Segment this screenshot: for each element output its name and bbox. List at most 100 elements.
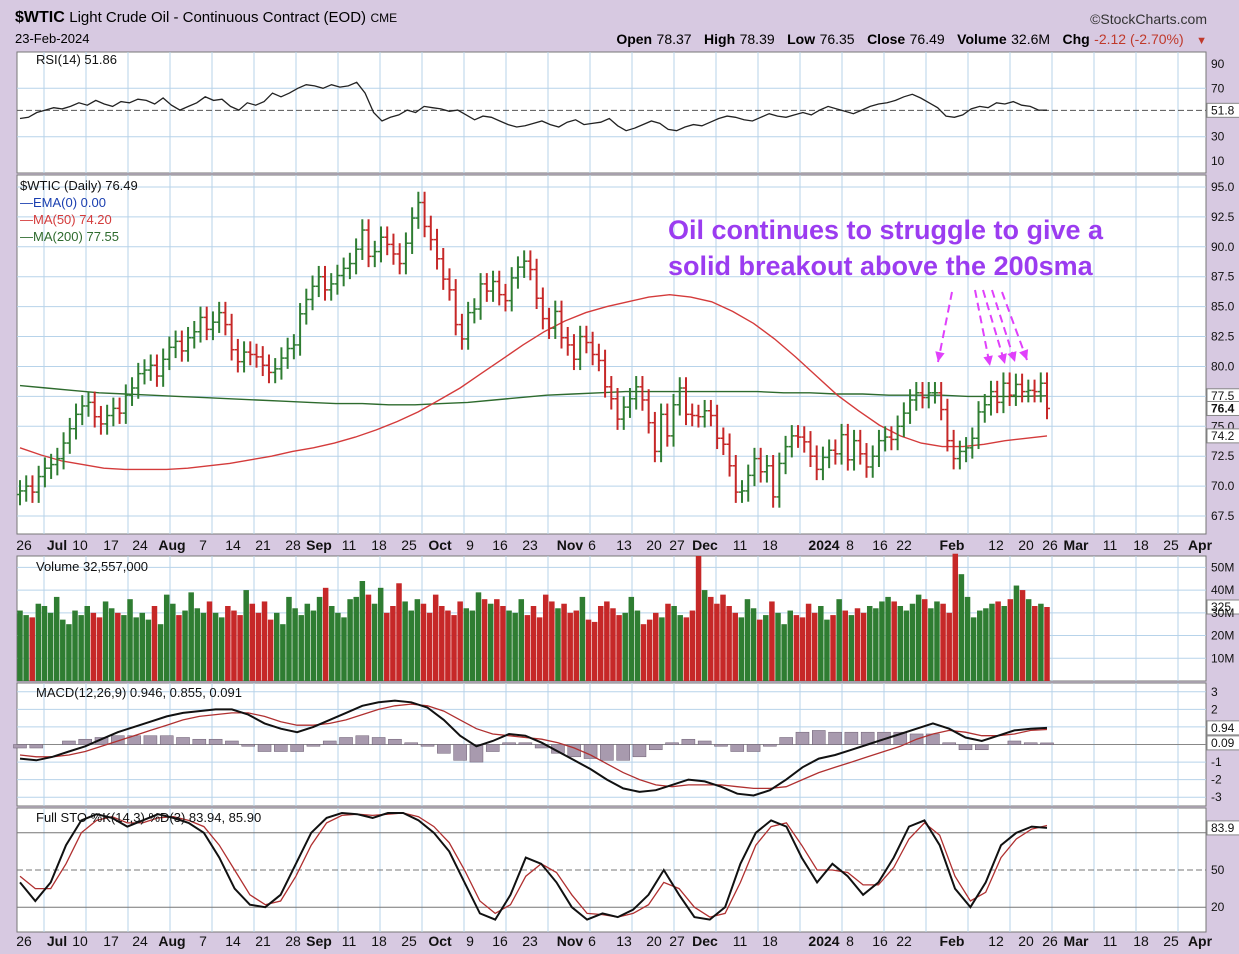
- volume-bar: [549, 601, 555, 681]
- volume-bar: [66, 624, 72, 681]
- volume-bar: [946, 612, 952, 681]
- volume-bar: [567, 612, 573, 681]
- volume-bar: [108, 608, 115, 681]
- volume-bar: [194, 608, 201, 681]
- volume-tick: 50M: [1211, 560, 1234, 574]
- volume-bar: [879, 601, 885, 681]
- volume-bar: [292, 608, 298, 681]
- volume-bar: [977, 610, 983, 681]
- arrow-head-icon: [997, 353, 1007, 364]
- x-tick-label-bottom: 21: [255, 933, 271, 949]
- macd-histogram-bar: [812, 730, 826, 745]
- x-tick-label: 17: [103, 537, 119, 553]
- macd-histogram-bar: [29, 744, 44, 749]
- volume-bar: [17, 610, 23, 681]
- price-tick: 70.0: [1211, 479, 1235, 493]
- volume-bar: [72, 610, 78, 681]
- macd-histogram-bar: [714, 744, 728, 747]
- volume-bar: [542, 594, 549, 681]
- x-tick-label-bottom: 7: [199, 933, 207, 949]
- macd-histogram-bar: [339, 737, 353, 745]
- price-tick: 80.0: [1211, 359, 1235, 373]
- volume-bar: [481, 599, 488, 681]
- volume-bar: [628, 596, 635, 681]
- volume-bar: [41, 606, 48, 681]
- source-credit[interactable]: ©StockCharts.com: [1090, 11, 1207, 27]
- macd-histogram-bar: [975, 744, 989, 751]
- volume-bar: [396, 583, 402, 681]
- volume-bar: [163, 594, 170, 681]
- x-tick-label: 6: [588, 537, 596, 553]
- volume-bar: [671, 606, 677, 681]
- volume-bar: [750, 608, 757, 681]
- volume-bar: [78, 615, 84, 681]
- volume-bar: [243, 590, 249, 681]
- volume-bar: [983, 608, 989, 681]
- price-tick: 67.5: [1211, 509, 1235, 523]
- x-tick-label: 18: [1133, 537, 1149, 553]
- volume-label: Volume: [957, 31, 1007, 47]
- volume-bar: [934, 601, 940, 681]
- volume-bar: [989, 603, 995, 681]
- volume-bar: [60, 619, 66, 681]
- volume-bar: [157, 624, 164, 681]
- volume-bar: [494, 599, 500, 681]
- x-tick-label-bottom: Oct: [428, 933, 452, 949]
- open-value: 78.37: [656, 31, 692, 47]
- x-tick-label-bottom: Dec: [692, 933, 718, 949]
- volume-bar: [524, 615, 531, 681]
- macd-histogram-bar: [274, 744, 288, 752]
- x-tick-label: 11: [1103, 537, 1118, 553]
- volume-bar: [836, 599, 842, 681]
- x-tick-label: 27: [669, 537, 685, 553]
- volume-bar: [102, 601, 109, 681]
- macd-histogram-bar: [844, 731, 859, 745]
- x-tick-label: 21: [255, 537, 271, 553]
- volume-bar: [653, 612, 659, 681]
- macd-legend: MACD(12,26,9) 0.946, 0.855, 0.091: [36, 685, 242, 700]
- volume-bar: [659, 617, 665, 681]
- sto-k-line: [19, 811, 1048, 921]
- volume-bar: [769, 601, 775, 681]
- volume-bar: [818, 606, 824, 681]
- price-legend-item: —MA(200) 77.55: [20, 229, 119, 244]
- volume-bar: [1007, 599, 1014, 681]
- volume-bar: [555, 608, 561, 681]
- x-tick-label: 26: [16, 537, 32, 553]
- open-label: Open: [616, 31, 653, 47]
- low-label: Low: [787, 31, 816, 47]
- macd-histogram-bar: [600, 744, 614, 761]
- volume-bar: [591, 621, 598, 681]
- ma200-line: [19, 384, 1048, 406]
- price-legend-item: —EMA(0) 0.00: [20, 195, 106, 210]
- arrow-head-icon: [1019, 349, 1029, 360]
- volume-bar: [720, 594, 726, 681]
- volume-bar: [200, 612, 207, 681]
- volume-bar: [811, 612, 818, 681]
- macd-histogram-bar: [681, 738, 696, 745]
- volume-bar: [475, 592, 482, 681]
- sto-legend: Full STO %K(14,3) %D(3) 83.94, 85.90: [36, 810, 261, 825]
- x-tick-label-bottom: 27: [669, 933, 685, 949]
- volume-bar: [267, 619, 274, 681]
- volume-bar: [212, 612, 219, 681]
- volume-bar: [170, 603, 176, 681]
- price-tag: 76.4: [1211, 401, 1235, 415]
- x-tick-label-bottom: 20: [646, 933, 662, 949]
- volume-bar: [1025, 599, 1032, 681]
- macd-histogram-bar: [192, 738, 207, 745]
- volume-bar: [469, 610, 476, 681]
- volume-bar: [775, 612, 781, 681]
- volume-bar: [616, 615, 622, 681]
- x-tick-label-bottom: 20: [1018, 933, 1034, 949]
- volume-bar: [365, 594, 372, 681]
- close-value: 76.49: [909, 31, 945, 47]
- arrow-head-icon: [935, 351, 945, 362]
- x-tick-label-bottom: 16: [872, 933, 888, 949]
- macd-histogram-bar: [795, 731, 810, 745]
- macd-histogram-bar: [779, 737, 793, 745]
- rsi-tick: 30: [1211, 130, 1225, 144]
- rsi-legend: RSI(14) 51.86: [36, 52, 117, 67]
- volume-bar: [188, 592, 194, 681]
